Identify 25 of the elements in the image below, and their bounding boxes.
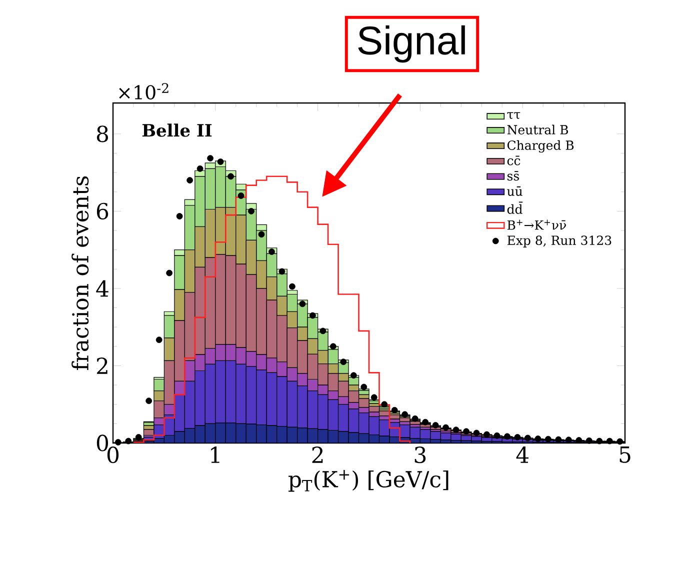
legend-label: cc̄ bbox=[507, 156, 520, 166]
text: ×10$^{-2}$ bbox=[119, 83, 168, 100]
legend-label: B$^{+}$→K$^{+}$νν̄ bbox=[507, 220, 566, 230]
y-tick-label: 4 bbox=[96, 280, 108, 297]
y-tick-label: 6 bbox=[96, 202, 108, 220]
text: Signal bbox=[358, 25, 465, 63]
x-tick-label: 3 bbox=[414, 446, 426, 464]
x-tick-label: 4 bbox=[516, 446, 528, 463]
legend-label: Neutral B bbox=[507, 124, 568, 134]
x-tick-label: 2 bbox=[312, 446, 323, 463]
legend-label: ss̄ bbox=[507, 171, 519, 181]
y-tick-label: 8 bbox=[96, 126, 108, 142]
legend-label: dd̄ bbox=[507, 202, 523, 214]
x-tick-label: 1 bbox=[211, 446, 220, 463]
legend-label: Charged B bbox=[507, 140, 574, 153]
annotation: Belle II bbox=[142, 124, 212, 137]
x-axis-title: p$_{T}$(K$^{+}$) [GeV/c] bbox=[288, 470, 448, 492]
x-tick-label: 5 bbox=[620, 446, 630, 463]
legend-label: Exp 8, Run 3123 bbox=[507, 236, 612, 248]
y-axis-title: fraction of events bbox=[72, 176, 89, 370]
y-tick-label: 2 bbox=[96, 358, 108, 374]
legend-label: ττ bbox=[507, 112, 520, 119]
y-tick-label: 0 bbox=[96, 434, 108, 452]
x-tick-label: 0 bbox=[107, 446, 119, 464]
legend-label: uū bbox=[507, 186, 522, 196]
